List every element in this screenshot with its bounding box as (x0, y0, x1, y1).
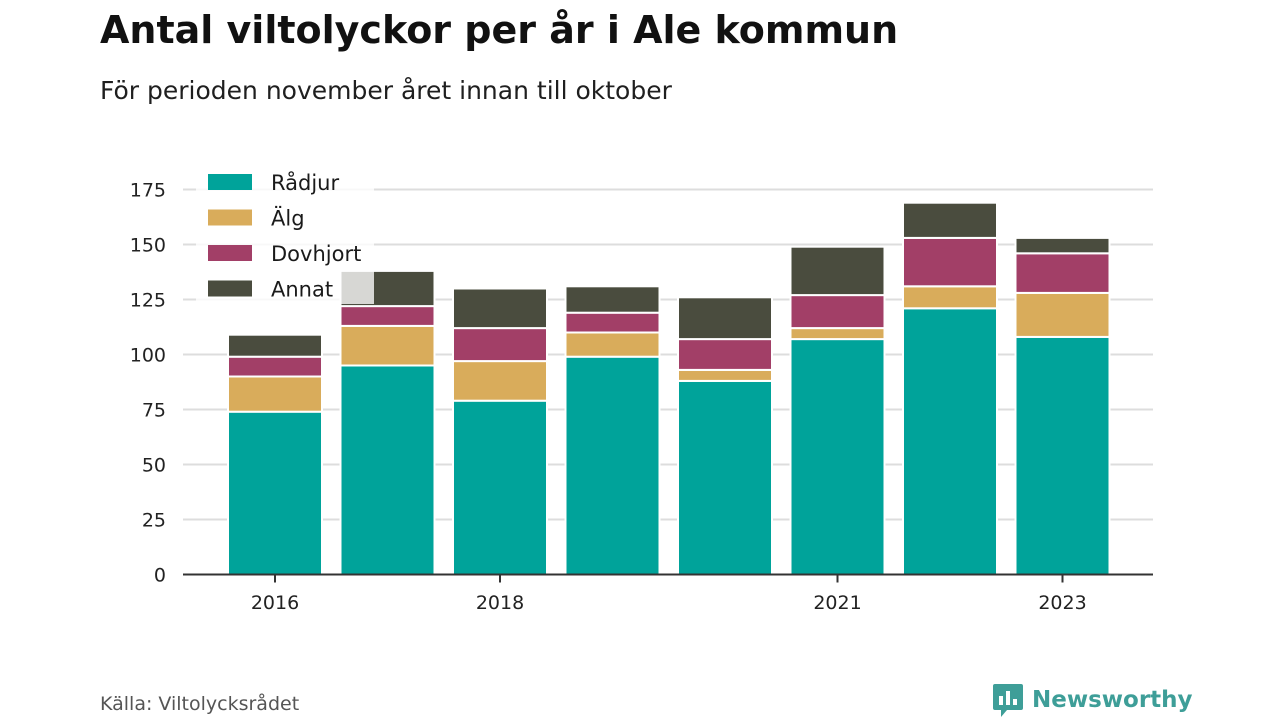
bars (227, 201, 1111, 576)
legend-swatch-rådjur (208, 174, 252, 190)
y-tick-label: 50 (142, 455, 166, 477)
legend-label-annat: Annat (271, 278, 333, 302)
y-tick-label: 75 (142, 400, 166, 422)
y-axis-ticks: 0 25 50 75 100 125 150 175 (130, 180, 166, 587)
bar-segment-annat-2022 (902, 201, 998, 239)
bar-segment-älg-2019 (564, 331, 661, 358)
bar-segment-rådjur-2021 (789, 338, 886, 576)
bar-segment-älg-2021 (789, 327, 886, 341)
legend-swatch-älg (208, 209, 252, 226)
bar-segment-annat-2020 (677, 296, 773, 341)
bar-segment-dovhjort-2023 (1014, 252, 1111, 294)
source-note: Källa: Viltolycksrådet (100, 693, 300, 715)
bar-segment-älg-2016 (227, 375, 323, 413)
brand-logo: Newsworthy (992, 682, 1193, 718)
bar-segment-annat-2023 (1014, 236, 1111, 255)
bar-segment-dovhjort-2017 (339, 305, 436, 327)
chart-title: Antal viltolyckor per år i Ale kommun (100, 8, 899, 52)
y-tick-label: 0 (154, 565, 166, 587)
bar-segment-älg-2020 (677, 368, 773, 382)
x-tick-label: 2021 (813, 592, 861, 614)
bar-segment-rådjur-2017 (339, 364, 436, 576)
bar-segment-älg-2018 (452, 360, 548, 402)
x-tick-label: 2023 (1038, 592, 1086, 614)
bar-segment-annat-2016 (227, 333, 323, 358)
x-axis-ticks: 2016 2018 2021 2023 (251, 574, 1087, 614)
bar-segment-annat-2019 (564, 285, 661, 314)
bar-segment-dovhjort-2019 (564, 311, 661, 334)
bar-segment-dovhjort-2022 (902, 236, 998, 288)
bar-segment-älg-2017 (339, 324, 436, 367)
bar-segment-dovhjort-2021 (789, 294, 886, 330)
x-tick-label: 2018 (476, 592, 524, 614)
bar-segment-rådjur-2023 (1014, 335, 1111, 576)
bar-segment-annat-2018 (452, 287, 548, 330)
y-tick-label: 150 (130, 235, 166, 257)
bar-segment-rådjur-2019 (564, 355, 661, 576)
legend-label-rådjur: Rådjur (271, 170, 339, 195)
bar-segment-dovhjort-2018 (452, 327, 548, 363)
bar-segment-rådjur-2020 (677, 379, 773, 576)
x-tick-label: 2016 (251, 592, 299, 614)
bar-segment-rådjur-2016 (227, 410, 323, 576)
bar-segment-älg-2023 (1014, 291, 1111, 338)
bar-segment-annat-2021 (789, 245, 886, 297)
newsworthy-logo-icon (993, 684, 1023, 717)
y-tick-label: 100 (130, 345, 166, 367)
y-tick-label: 25 (142, 510, 166, 532)
y-tick-label: 125 (130, 290, 166, 312)
legend-label-dovhjort: Dovhjort (271, 242, 361, 266)
bar-segment-dovhjort-2016 (227, 355, 323, 378)
bar-segment-älg-2022 (902, 285, 998, 310)
bar-segment-dovhjort-2020 (677, 338, 773, 371)
chart-subtitle: För perioden november året innan till ok… (100, 76, 672, 105)
brand-name: Newsworthy (1032, 687, 1193, 713)
bar-segment-rådjur-2022 (902, 307, 998, 576)
legend-swatch-annat (208, 280, 252, 297)
legend: Rådjur Älg Dovhjort Annat (196, 164, 374, 304)
legend-label-älg: Älg (271, 206, 305, 231)
bar-segment-rådjur-2018 (452, 399, 548, 576)
y-tick-label: 175 (130, 180, 166, 202)
legend-swatch-dovhjort (208, 245, 252, 261)
